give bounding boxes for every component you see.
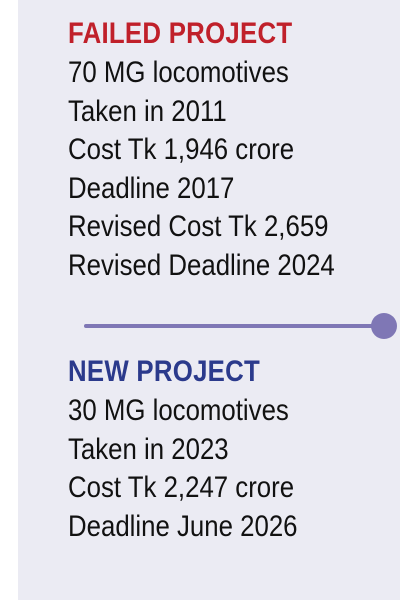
failed-project-details: 70 MG locomotives Taken in 2011 Cost Tk … xyxy=(68,54,388,285)
divider-dot-icon xyxy=(371,313,397,339)
new-cost: Cost Tk 2,247 crore xyxy=(68,471,295,504)
new-locomotive-count: 30 MG locomotives xyxy=(68,394,289,427)
failed-deadline: Deadline 2017 xyxy=(68,171,235,205)
section-divider xyxy=(84,313,397,339)
new-deadline: Deadline June 2026 xyxy=(68,509,298,543)
new-project-details: 30 MG locomotives Taken in 2023 Cost Tk … xyxy=(68,392,388,546)
failed-project-section: FAILED PROJECT 70 MG locomotives Taken i… xyxy=(68,14,388,285)
failed-cost: Cost Tk 1,946 crore xyxy=(68,133,295,166)
failed-revised-cost: Revised Cost Tk 2,659 xyxy=(68,210,329,243)
info-panel: FAILED PROJECT 70 MG locomotives Taken i… xyxy=(18,0,400,600)
divider-line xyxy=(84,324,380,328)
failed-taken-year: Taken in 2011 xyxy=(68,94,227,128)
failed-locomotive-count: 70 MG locomotives xyxy=(68,56,289,89)
new-project-section: NEW PROJECT 30 MG locomotives Taken in 2… xyxy=(68,352,388,546)
new-taken-year: Taken in 2023 xyxy=(68,432,229,466)
new-project-heading: NEW PROJECT xyxy=(68,355,261,388)
failed-project-heading: FAILED PROJECT xyxy=(68,17,293,50)
failed-revised-deadline: Revised Deadline 2024 xyxy=(68,248,335,282)
